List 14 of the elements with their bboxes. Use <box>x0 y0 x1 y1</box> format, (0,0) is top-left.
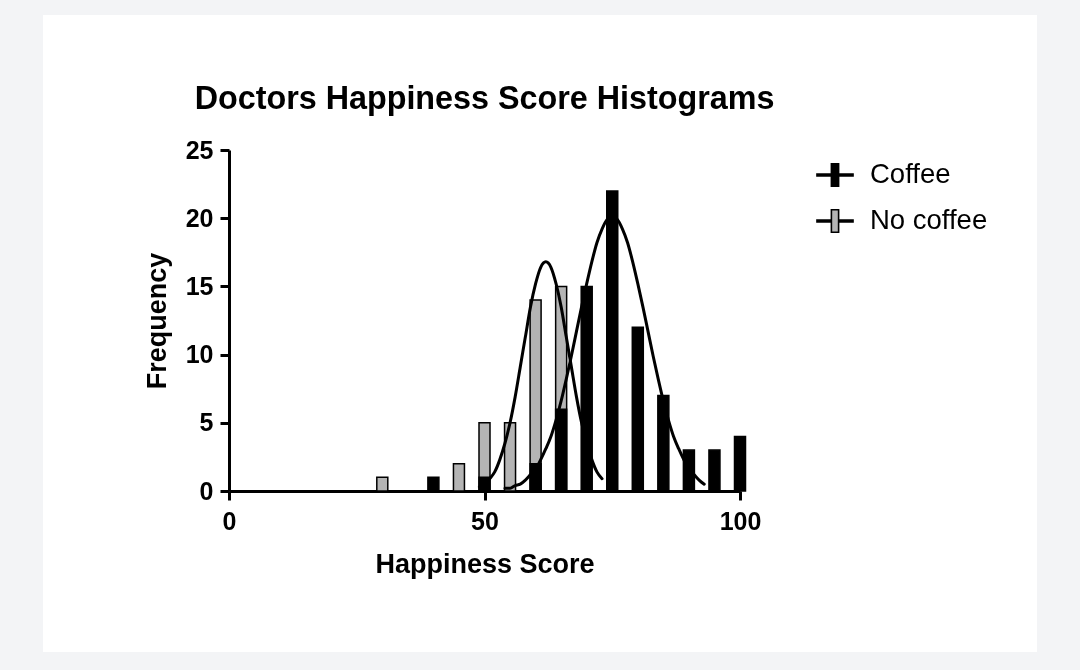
legend-label: No coffee <box>870 204 988 235</box>
x-tick-label: 0 <box>222 506 237 535</box>
x-tick-label: 100 <box>719 506 762 535</box>
y-tick-label: 10 <box>185 340 214 369</box>
legend-label: Coffee <box>870 158 951 189</box>
x-tick-label: 50 <box>471 506 499 535</box>
y-axis-title: Frequency <box>141 252 172 390</box>
y-tick-label: 15 <box>185 271 214 300</box>
y-tick-label: 5 <box>199 408 214 437</box>
y-tick-label: 20 <box>185 203 214 232</box>
y-tick-label: 0 <box>199 476 214 505</box>
x-axis-title: Happiness Score <box>375 548 595 579</box>
y-tick-label: 25 <box>185 135 214 164</box>
chart-title: Doctors Happiness Score Histograms <box>194 79 775 116</box>
